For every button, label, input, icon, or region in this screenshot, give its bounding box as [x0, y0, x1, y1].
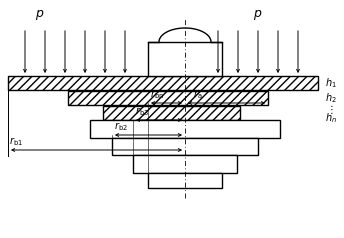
Bar [8, 76, 318, 90]
Text: $r_{\rm bn}$: $r_{\rm bn}$ [150, 88, 164, 101]
Text: $h_1$: $h_1$ [325, 76, 337, 90]
Text: $p$: $p$ [253, 8, 263, 22]
Text: $\vdots$: $\vdots$ [326, 104, 333, 116]
Text: $h_n$: $h_n$ [325, 111, 337, 125]
Bar [103, 106, 240, 120]
Bar [148, 42, 222, 76]
Bar [68, 91, 268, 105]
Bar [90, 120, 280, 138]
Text: $r_{\rm a}$: $r_{\rm a}$ [193, 88, 203, 101]
Bar [133, 155, 237, 173]
Bar [148, 173, 222, 188]
Bar [112, 138, 258, 155]
Text: $r_{\rm b1}$: $r_{\rm b1}$ [9, 135, 23, 148]
Text: $r_{\rm b2}$: $r_{\rm b2}$ [114, 120, 128, 133]
Text: $h_2$: $h_2$ [325, 91, 337, 105]
Text: $p$: $p$ [35, 8, 45, 22]
Text: $r_{\rm b3}$: $r_{\rm b3}$ [135, 105, 149, 118]
